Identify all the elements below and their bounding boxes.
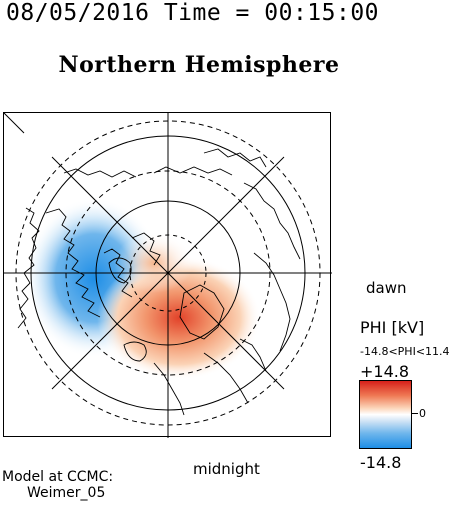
dawn-label: dawn: [366, 279, 407, 297]
colorbar-zero-tick: [412, 413, 418, 414]
colorbar-range: -14.8<PHI<11.4: [360, 345, 450, 358]
colorbar-max-label: +14.8: [360, 362, 410, 381]
colorbar-title: PHI [kV]: [360, 318, 425, 337]
colorbar-zero-label: 0: [419, 407, 426, 420]
timestamp: 08/05/2016 Time = 00:15:00: [6, 0, 380, 26]
meridian-lines: [4, 113, 332, 438]
model-name: Weimer_05: [27, 485, 106, 501]
polar-map: [3, 112, 332, 438]
colorbar-min-label: -14.8: [360, 453, 402, 472]
coastlines: [17, 148, 301, 416]
midnight-label: midnight: [193, 460, 260, 478]
polar-map-canvas: [4, 113, 332, 438]
model-credit: Model at CCMC:: [2, 469, 114, 485]
potential-pattern: [31, 198, 261, 380]
colorbar: [359, 380, 412, 449]
positive-potential-lobe: [114, 233, 194, 293]
map-title: Northern Hemisphere: [58, 52, 340, 78]
